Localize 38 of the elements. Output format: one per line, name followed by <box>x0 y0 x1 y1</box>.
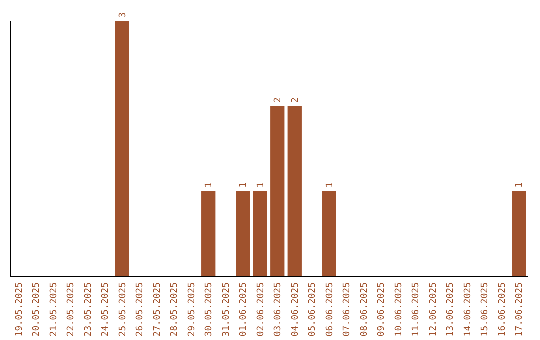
x-tick-label: 01.06.2025 <box>239 282 250 337</box>
x-tick-label: 27.05.2025 <box>152 282 163 337</box>
x-tick-label: 13.06.2025 <box>446 282 456 337</box>
x-tick-label: 31.05.2025 <box>222 282 232 337</box>
x-tick-label: 25.05.2025 <box>118 282 128 337</box>
data-label: 2 <box>290 98 301 103</box>
x-tick-label: 02.06.2025 <box>256 282 266 337</box>
x-tick-label: 15.06.2025 <box>480 282 491 337</box>
x-tick-label: 12.06.2025 <box>428 282 439 337</box>
x-tick-label: 17.06.2025 <box>515 282 526 337</box>
x-tick-label: 23.05.2025 <box>84 282 94 337</box>
x-tick-label: 06.06.2025 <box>325 282 336 337</box>
x-tick-label: 07.06.2025 <box>342 282 353 337</box>
data-label: 1 <box>256 182 266 188</box>
x-tick-label: 21.05.2025 <box>49 282 60 337</box>
data-label: 1 <box>325 182 336 188</box>
data-label: 1 <box>204 182 215 188</box>
x-tick-label: 14.06.2025 <box>463 282 474 337</box>
data-label: 2 <box>274 98 284 103</box>
x-tick-label: 16.06.2025 <box>498 282 508 337</box>
x-tick-label: 19.05.2025 <box>14 282 25 337</box>
data-label: 1 <box>239 182 250 188</box>
x-tick-label: 28.05.2025 <box>170 282 180 337</box>
x-tick-label: 05.06.2025 <box>308 282 318 337</box>
x-tick-label: 09.06.2025 <box>377 282 388 337</box>
x-tick-label: 30.05.2025 <box>204 282 215 337</box>
x-tick-label: 10.06.2025 <box>394 282 404 337</box>
x-tick-label: 26.05.2025 <box>136 282 146 337</box>
x-tick-label: 22.05.2025 <box>66 282 77 337</box>
x-tick-label: 04.06.2025 <box>290 282 301 337</box>
x-tick-label: 08.06.2025 <box>360 282 370 337</box>
data-label: 1 <box>515 182 526 188</box>
x-tick-label: 03.06.2025 <box>274 282 284 337</box>
x-tick-label: 29.05.2025 <box>187 282 198 337</box>
data-label: 3 <box>118 12 128 18</box>
x-tick-label: 24.05.2025 <box>101 282 112 337</box>
x-tick-label: 20.05.2025 <box>32 282 42 337</box>
x-tick-label: 11.06.2025 <box>412 282 422 337</box>
